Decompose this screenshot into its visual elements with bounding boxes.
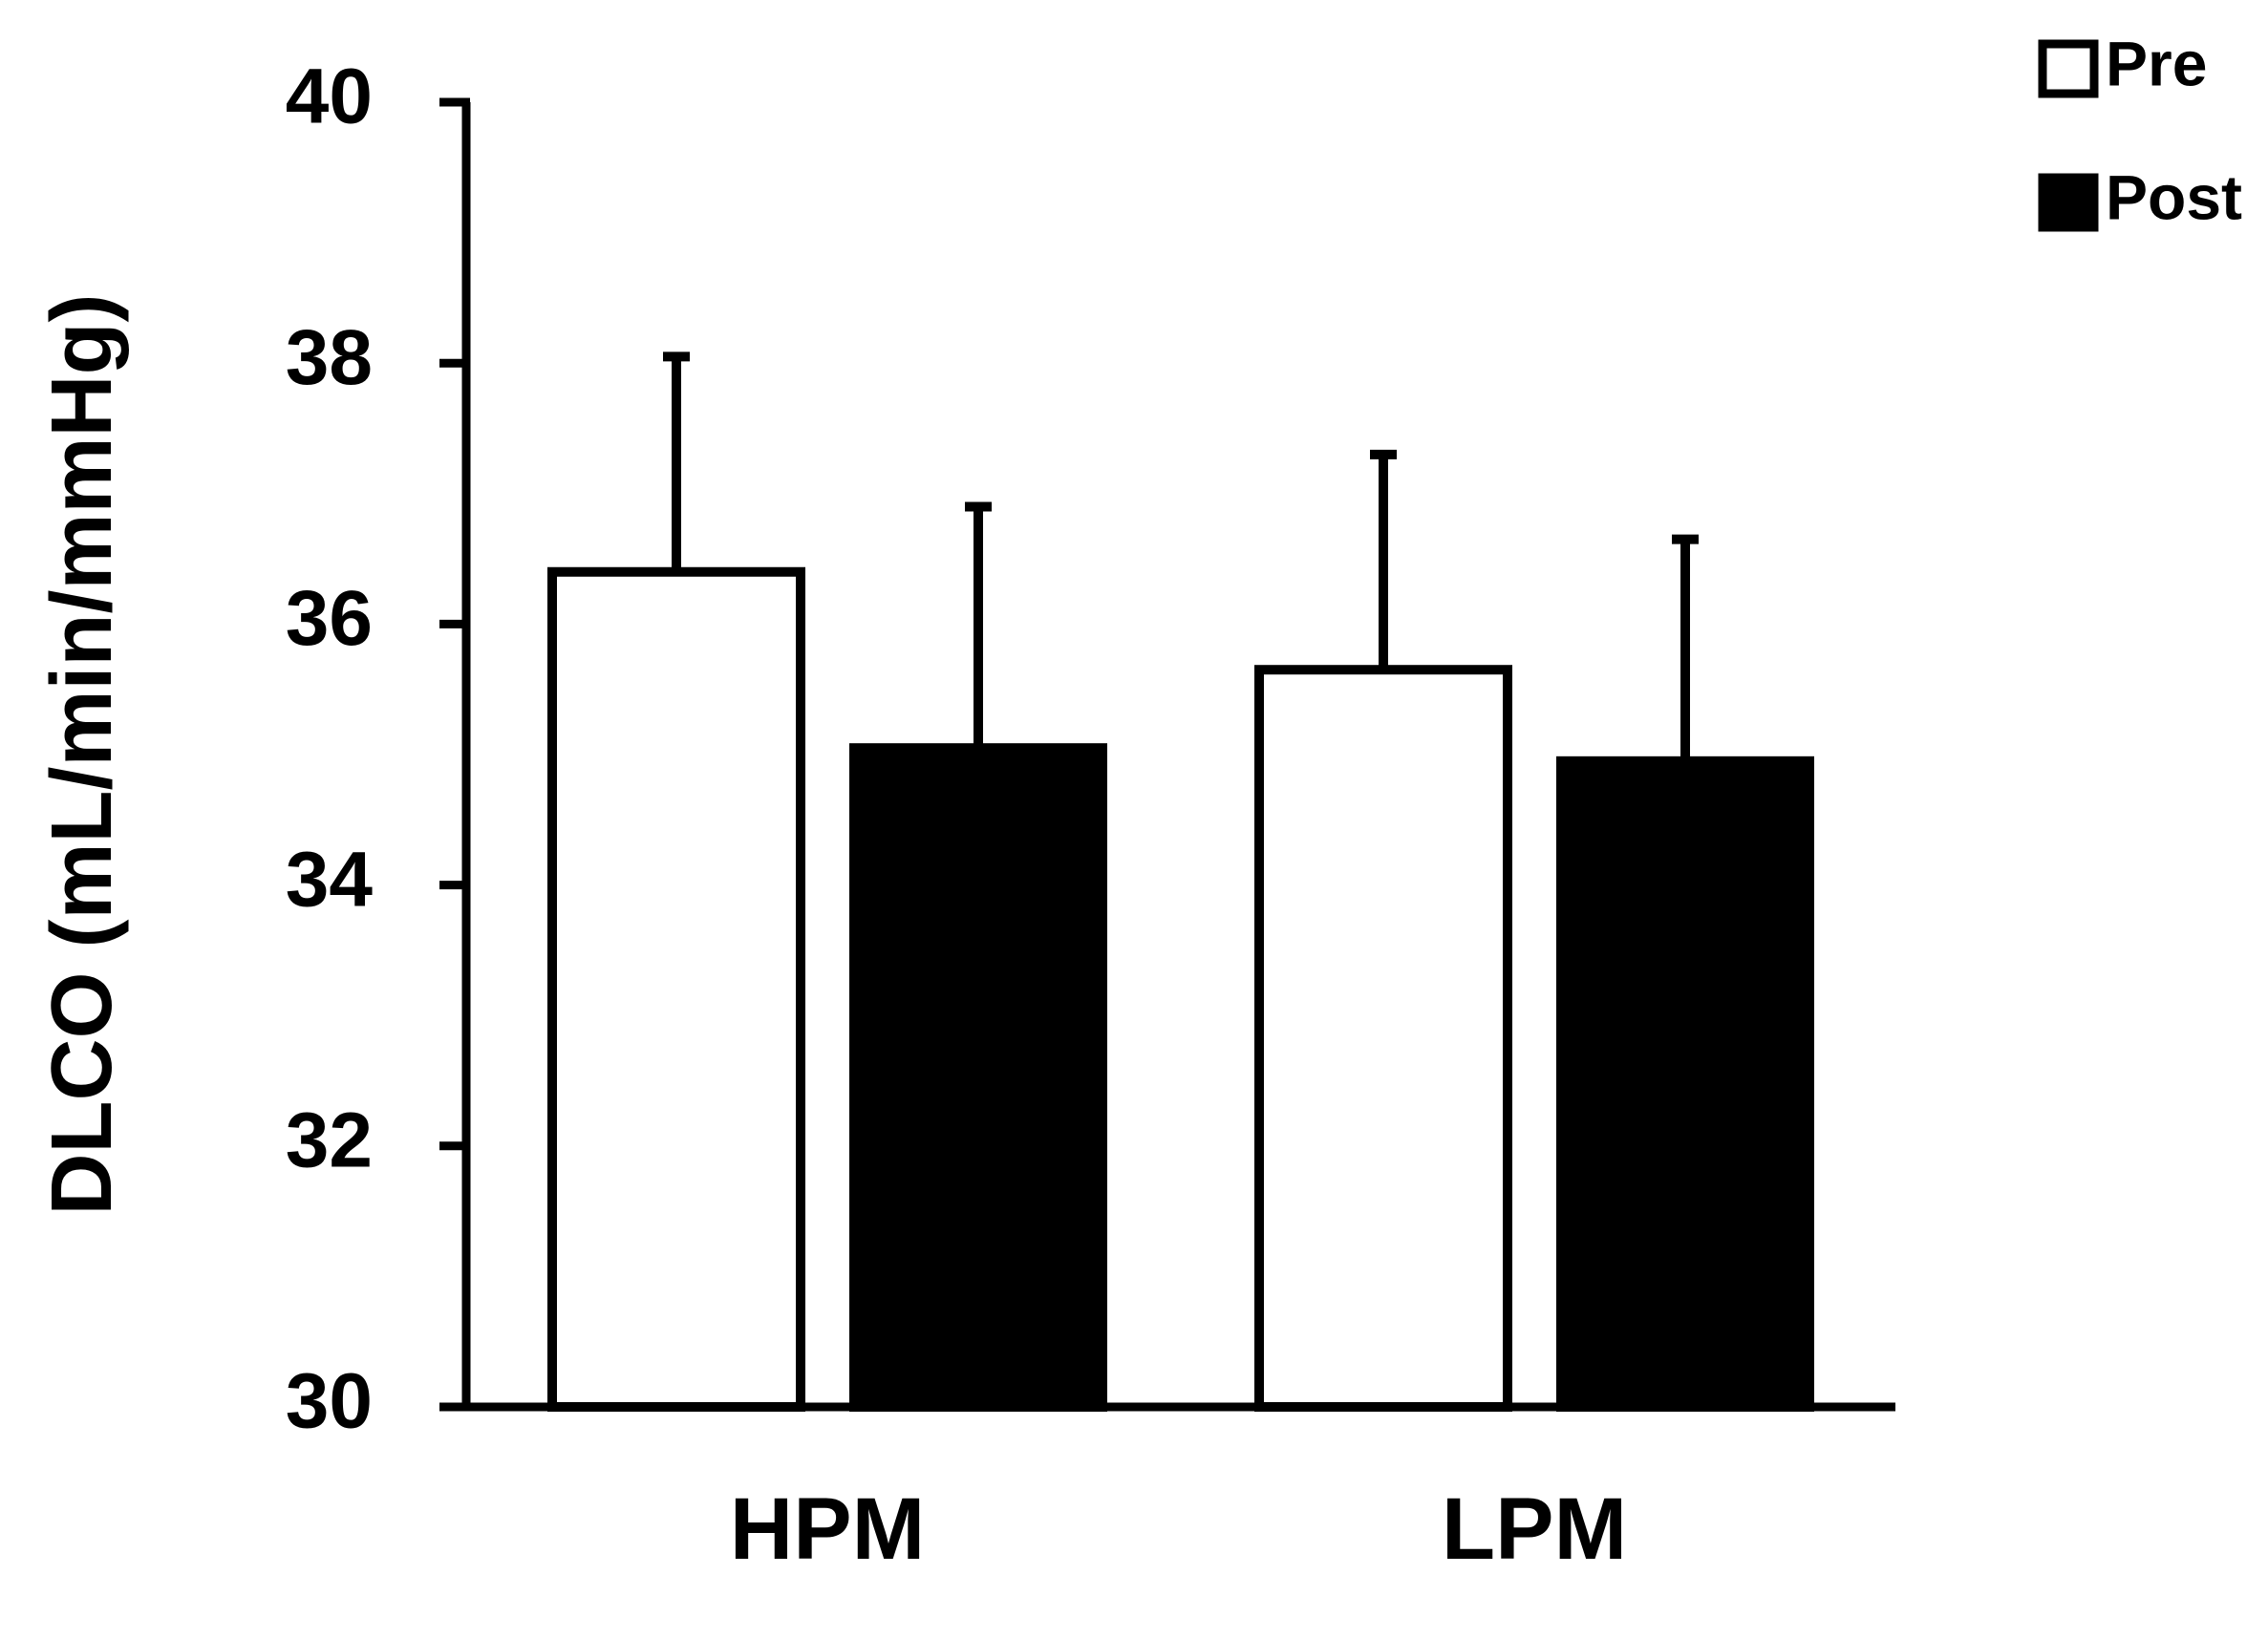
y-tick-label: 38 xyxy=(286,314,373,401)
y-tick-label: 36 xyxy=(286,575,373,662)
bar-pre-lpm xyxy=(1254,665,1512,1412)
y-ticks-layer: 30 32 34 36 38 40 xyxy=(286,53,470,1445)
error-bars-layer xyxy=(663,351,1699,761)
y-tick-label: 34 xyxy=(286,836,374,923)
bar-pre-hpm xyxy=(547,566,805,1412)
y-tick-label: 32 xyxy=(286,1096,373,1183)
legend-swatch-pre xyxy=(2038,39,2099,98)
legend-swatch-post xyxy=(2038,173,2099,232)
axes-layer xyxy=(439,102,1895,1412)
x-category-label: LPM xyxy=(1442,1480,1627,1578)
y-tick-label: 40 xyxy=(286,53,373,140)
y-tick-label: 30 xyxy=(286,1358,373,1445)
x-labels-layer: HPM LPM xyxy=(730,1480,1627,1578)
x-category-label: HPM xyxy=(730,1480,925,1578)
bars-layer xyxy=(547,566,1814,1412)
legend-label-pre: Pre xyxy=(2106,28,2207,98)
bar-post-lpm xyxy=(1556,756,1814,1412)
bar-post-hpm xyxy=(849,743,1107,1412)
legend: Pre Post xyxy=(2038,28,2242,232)
y-axis-title: DLCO (mL/min/mmHg) xyxy=(34,294,130,1216)
legend-label-post: Post xyxy=(2106,161,2242,232)
